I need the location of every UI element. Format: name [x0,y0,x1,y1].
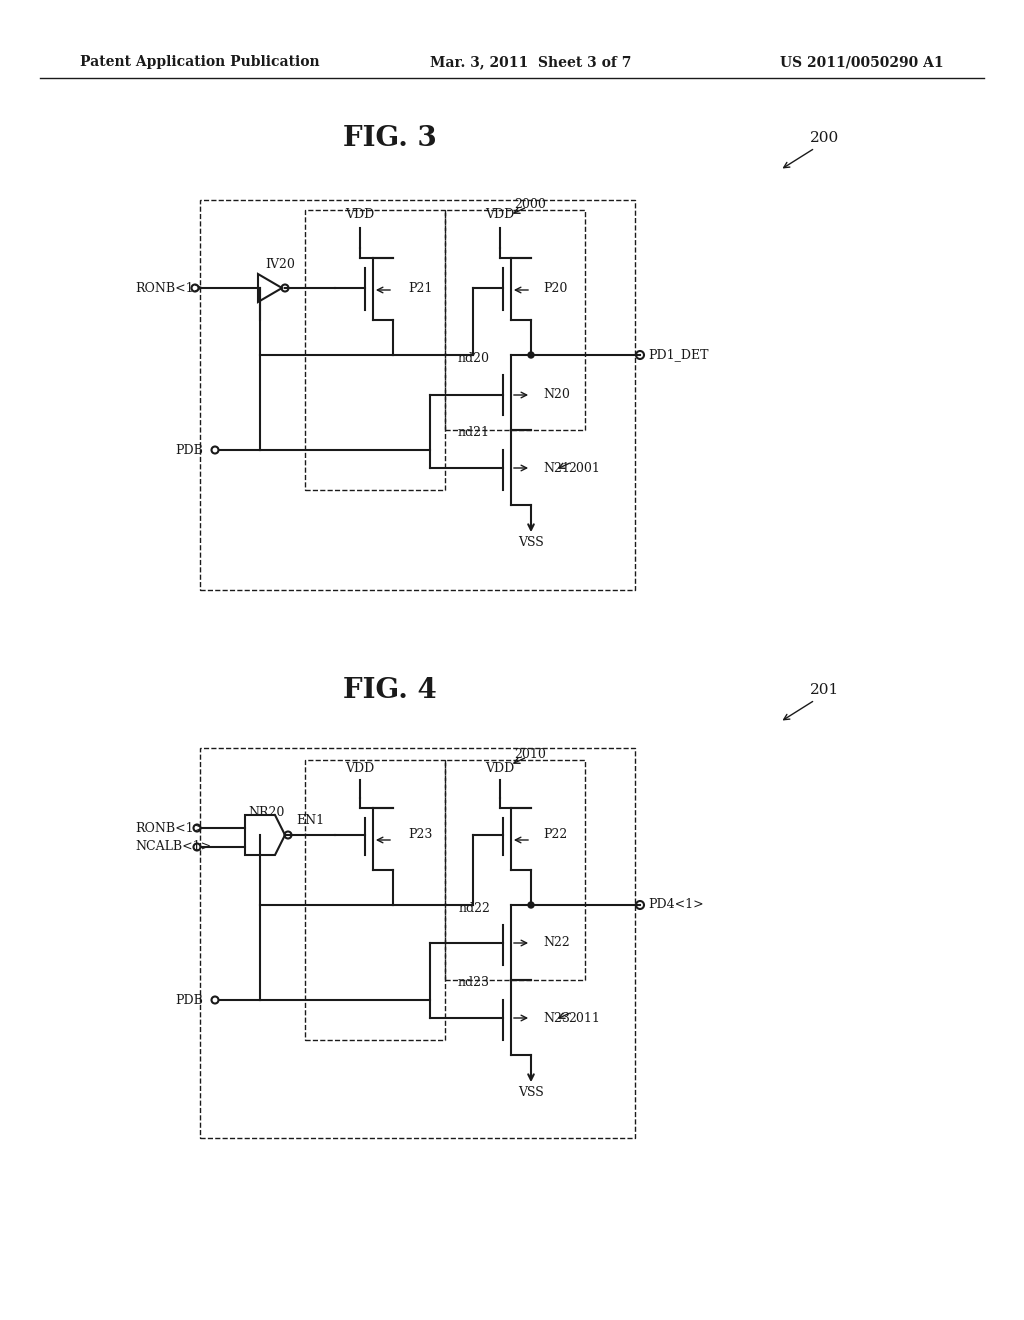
Text: Patent Application Publication: Patent Application Publication [80,55,319,69]
Text: IV20: IV20 [265,259,295,272]
Text: 2010: 2010 [514,748,546,762]
Text: VDD: VDD [345,209,375,222]
Text: VDD: VDD [345,762,375,775]
Text: 200: 200 [810,131,840,145]
Text: NR20: NR20 [249,807,286,820]
Text: P20: P20 [543,281,567,294]
Circle shape [528,902,534,908]
Text: N21: N21 [543,462,570,474]
Text: NCALB<1>: NCALB<1> [135,841,211,854]
Text: VDD: VDD [485,209,515,222]
Text: FIG. 4: FIG. 4 [343,676,437,704]
Text: N20: N20 [543,388,570,401]
Text: PD4<1>: PD4<1> [648,899,703,912]
Text: FIG. 3: FIG. 3 [343,124,437,152]
Text: EN1: EN1 [296,813,325,826]
Text: 2001: 2001 [568,462,600,474]
Text: N23: N23 [543,1011,570,1024]
Text: nd23: nd23 [458,977,490,990]
Text: P23: P23 [408,829,432,842]
Text: RONB<1>: RONB<1> [135,281,204,294]
Text: PD1_DET: PD1_DET [648,348,709,362]
Text: 201: 201 [810,682,840,697]
Text: P22: P22 [543,829,567,842]
Text: RONB<1>: RONB<1> [135,821,204,834]
Text: PDB: PDB [175,994,203,1006]
Text: PDB: PDB [175,444,203,457]
Circle shape [528,352,534,358]
Text: VSS: VSS [518,536,544,549]
Text: Mar. 3, 2011  Sheet 3 of 7: Mar. 3, 2011 Sheet 3 of 7 [430,55,632,69]
Text: nd20: nd20 [458,351,490,364]
Text: 2000: 2000 [514,198,546,211]
Text: nd22: nd22 [458,902,490,915]
Text: nd21: nd21 [458,426,490,440]
Text: VSS: VSS [518,1085,544,1098]
Text: 2011: 2011 [568,1011,600,1024]
Text: N22: N22 [543,936,569,949]
Text: US 2011/0050290 A1: US 2011/0050290 A1 [780,55,944,69]
Text: P21: P21 [408,281,432,294]
Text: VDD: VDD [485,762,515,775]
